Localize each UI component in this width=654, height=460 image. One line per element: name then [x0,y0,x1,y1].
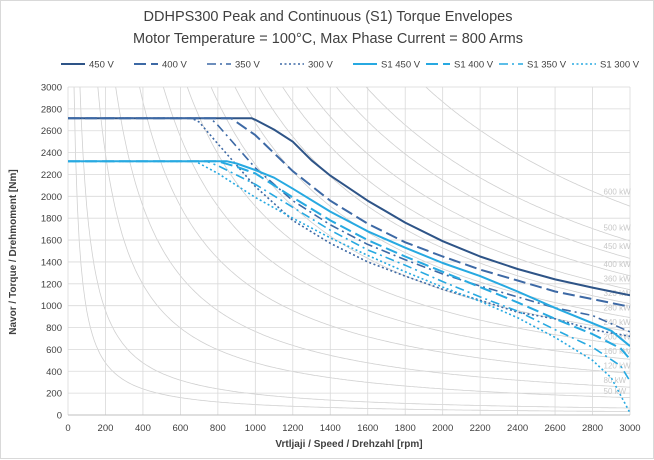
series-line-s1-400-v [68,160,630,360]
x-tick-label: 2200 [470,423,491,434]
power-isoline-80kw [115,87,630,388]
y-tick-label: 1400 [41,257,62,268]
y-tick-label: 0 [57,411,62,422]
x-tick-label: 2000 [432,423,453,434]
x-tick-label: 1800 [395,423,416,434]
power-isoline-label: 80 kW [604,376,627,385]
x-tick-label: 2400 [507,423,528,434]
x-tick-label: 1600 [357,423,378,434]
power-isoline-400kw [306,87,630,277]
legend-label: 450 V [89,60,114,71]
y-tick-label: 2800 [41,104,62,115]
y-tick-label: 1200 [41,279,62,290]
x-tick-label: 400 [135,423,151,434]
series-line-350-v [68,117,630,333]
series-line-400-v [68,117,630,308]
y-axis-label: Navor / Torque / Drehmoment [Nm] [8,169,19,334]
power-isoline-360kw [282,87,630,291]
power-isoline-50kw [97,87,630,398]
power-isoline-label: 400 kW [604,260,632,269]
legend-label: 300 V [308,60,333,71]
x-tick-label: 200 [98,423,114,434]
y-tick-label: 1800 [41,214,62,225]
y-tick-label: 600 [46,345,62,356]
power-isoline-label: 280 kW [604,303,632,312]
chart-subtitle: Motor Temperature = 100°C, Max Phase Cur… [133,31,523,47]
power-isoline-500kw [365,87,630,242]
x-tick-label: 0 [65,423,70,434]
power-isoline-label: 160 kW [604,347,632,356]
legend-label: 400 V [162,60,187,71]
y-tick-label: 2400 [41,148,62,159]
axes: 0200400600800100012001400160018002000220… [41,83,641,435]
y-tick-label: 2600 [41,126,62,137]
legend-label: S1 300 V [600,60,640,71]
y-tick-label: 1000 [41,301,62,312]
legend-label: S1 450 V [381,60,421,71]
legend: 450 V 400 V 350 V 300 V S1 450 V S1 400 V S1 3… [61,60,640,71]
y-tick-label: 2200 [41,170,62,181]
power-isoline-label: 50 kW [604,387,627,396]
power-isoline-20kw [79,87,630,409]
series-line-450-v [68,117,630,297]
y-tick-label: 2000 [41,192,62,203]
power-isoline-label: 600 kW [604,187,632,196]
y-tick-label: 1600 [41,236,62,247]
power-isoline-label: 500 kW [604,224,632,233]
x-tick-label: 1000 [245,423,266,434]
grid [67,86,631,416]
y-tick-label: 400 [46,367,62,378]
power-isoline-320kw [258,87,630,304]
power-isoline-label: 450 kW [604,242,632,251]
x-tick-label: 800 [210,423,226,434]
power-isoline-label: 360 kW [604,274,632,283]
x-tick-label: 1200 [282,423,303,434]
series-line-s1-350-v [68,160,630,382]
legend-label: S1 350 V [527,60,567,71]
power-isoline-450kw [335,87,630,259]
x-tick-label: 2800 [582,423,603,434]
power-isoline-160kw [162,87,630,360]
legend-label: S1 400 V [454,60,494,71]
series-line-s1-300-v [68,160,630,414]
series-lines [68,117,630,414]
y-tick-label: 3000 [41,83,62,94]
x-tick-label: 600 [172,423,188,434]
x-tick-label: 3000 [619,423,640,434]
legend-label: 350 V [235,60,260,71]
x-tick-label: 1400 [320,423,341,434]
x-axis-label: Vrtljaji / Speed / Drehzahl [rpm] [275,439,422,450]
power-isoline-label: 120 kW [604,361,632,370]
series-line-300-v [68,117,630,338]
chart-title: DDHPS300 Peak and Continuous (S1) Torque… [143,9,513,25]
y-tick-label: 200 [46,389,62,400]
x-tick-label: 2600 [544,423,565,434]
series-line-s1-450-v [68,160,630,347]
power-isoline-240kw [210,87,630,332]
y-tick-label: 800 [46,323,62,334]
power-isoline-label: 240 kW [604,318,632,327]
power-isoline-10kw [73,87,630,412]
